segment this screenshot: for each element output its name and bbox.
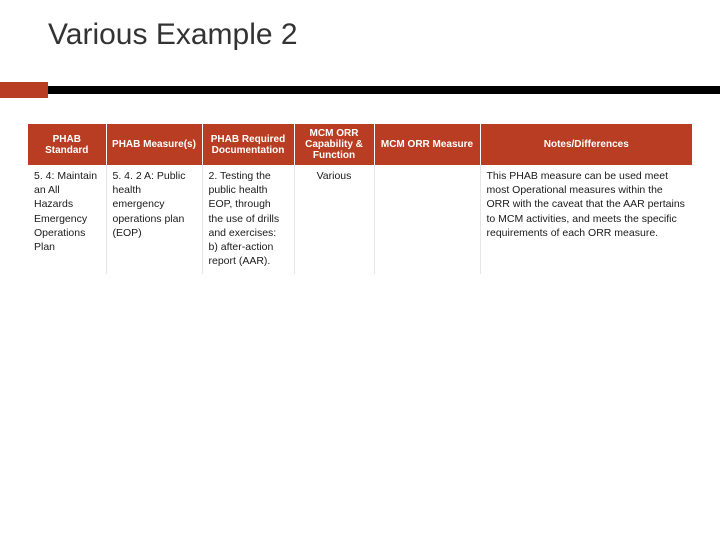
accent-block: [0, 82, 48, 98]
title-area: Various Example 2: [0, 0, 720, 52]
col-header-phab-measure: PHAB Measure(s): [106, 124, 202, 165]
main-table: PHAB Standard PHAB Measure(s) PHAB Requi…: [28, 124, 692, 274]
cell-notes: This PHAB measure can be used meet most …: [480, 165, 692, 274]
col-header-notes: Notes/Differences: [480, 124, 692, 165]
cell-phab-standard: 5. 4: Maintain an All Hazards Emergency …: [28, 165, 106, 274]
col-header-mcm-measure: MCM ORR Measure: [374, 124, 480, 165]
page-title: Various Example 2: [48, 18, 720, 52]
col-header-mcm-capability: MCM ORR Capability & Function: [294, 124, 374, 165]
accent-bar: [0, 82, 720, 98]
cell-mcm-measure: [374, 165, 480, 274]
col-header-phab-standard: PHAB Standard: [28, 124, 106, 165]
table-row: 5. 4: Maintain an All Hazards Emergency …: [28, 165, 692, 274]
cell-phab-measure: 5. 4. 2 A: Public health emergency opera…: [106, 165, 202, 274]
cell-phab-required-doc: 2. Testing the public health EOP, throug…: [202, 165, 294, 274]
cell-mcm-capability: Various: [294, 165, 374, 274]
col-header-phab-required-doc: PHAB Required Documentation: [202, 124, 294, 165]
table-header-row: PHAB Standard PHAB Measure(s) PHAB Requi…: [28, 124, 692, 165]
accent-line: [48, 86, 720, 94]
